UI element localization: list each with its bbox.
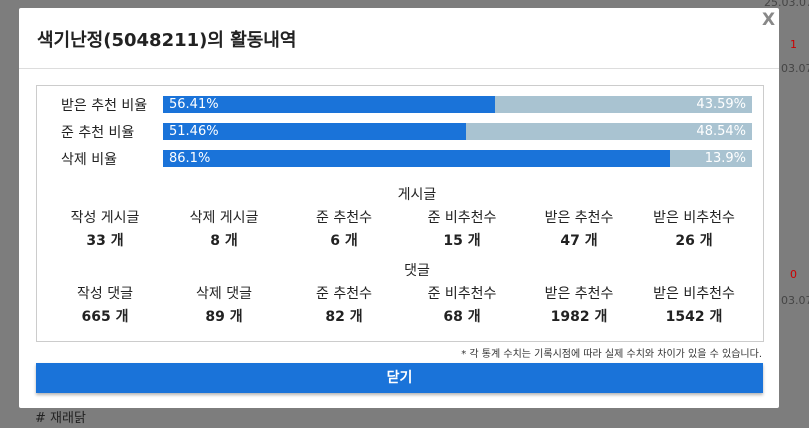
stat-label: 받은 비추천수	[653, 210, 735, 226]
stat-value: 665 개	[81, 309, 129, 325]
stat-label: 삭제 댓글	[196, 286, 252, 302]
stat-value: 1982 개	[550, 309, 608, 325]
stat-label: 준 추천수	[316, 210, 372, 226]
stat-value: 33 개	[86, 233, 124, 249]
ratio-bar	[163, 96, 496, 113]
ratio-bar	[163, 123, 467, 140]
stat-value: 26 개	[675, 233, 713, 249]
stat-label: 받은 추천수	[544, 286, 614, 302]
ratio-track: 56.41% 43.59%	[163, 96, 752, 113]
ratio-track: 86.1% 13.9%	[163, 150, 752, 167]
negative-label: 48.54%	[696, 124, 746, 139]
close-button[interactable]: 닫기	[36, 363, 763, 393]
bg-like: 1	[790, 38, 797, 51]
bg-tag: # 재래닭	[35, 411, 86, 426]
stat-label: 작성 댓글	[77, 286, 133, 302]
stat-value: 82 개	[325, 309, 363, 325]
stats-box: 받은 추천 비율 56.41% 43.59% 준 추천 비율 51.46% 48.54% 삭…	[36, 85, 764, 342]
stat-label: 준 비추천수	[427, 210, 497, 226]
stat-value: 1542 개	[665, 309, 723, 325]
stat-label: 삭제 게시글	[189, 210, 259, 226]
negative-label: 13.9%	[704, 151, 746, 166]
ratio-bar	[163, 150, 671, 167]
positive-label: 51.46%	[169, 124, 219, 139]
positive-label: 86.1%	[169, 151, 211, 166]
negative-label: 43.59%	[696, 97, 746, 112]
stat-value: 15 개	[443, 233, 481, 249]
ratio-label: 받은 추천 비율	[61, 98, 148, 114]
stat-label: 작성 게시글	[70, 210, 140, 226]
stat-value: 6 개	[330, 233, 358, 249]
modal-title: 색기난정(5048211)의 활동내역	[37, 30, 297, 51]
modal: 색기난정(5048211)의 활동내역 X 받은 추천 비율 56.41% 43.5…	[19, 8, 779, 408]
stat-label: 받은 비추천수	[653, 286, 735, 302]
stat-value: 47 개	[560, 233, 598, 249]
bg-date: 25.03.07	[764, 0, 809, 9]
ratio-track: 51.46% 48.54%	[163, 123, 752, 140]
bg-date: 03.07	[781, 62, 809, 75]
stat-label: 받은 추천수	[544, 210, 614, 226]
stat-value: 68 개	[443, 309, 481, 325]
ratio-label: 삭제 비율	[61, 152, 117, 168]
stat-label: 준 비추천수	[427, 286, 497, 302]
stat-value: 89 개	[205, 309, 243, 325]
section-title: 댓글	[404, 263, 430, 279]
close-button[interactable]: X	[762, 10, 776, 30]
divider	[19, 68, 779, 69]
bg-date: 03.07	[781, 294, 809, 307]
stat-label: 준 추천수	[316, 286, 372, 302]
bg-like: 0	[790, 268, 797, 281]
section-title: 게시글	[397, 187, 437, 203]
footnote: * 각 통계 수치는 기록시점에 따라 실제 수치와 차이가 있을 수 있습니다…	[461, 349, 762, 360]
ratio-label: 준 추천 비율	[61, 125, 135, 141]
stat-value: 8 개	[210, 233, 238, 249]
positive-label: 56.41%	[169, 97, 219, 112]
